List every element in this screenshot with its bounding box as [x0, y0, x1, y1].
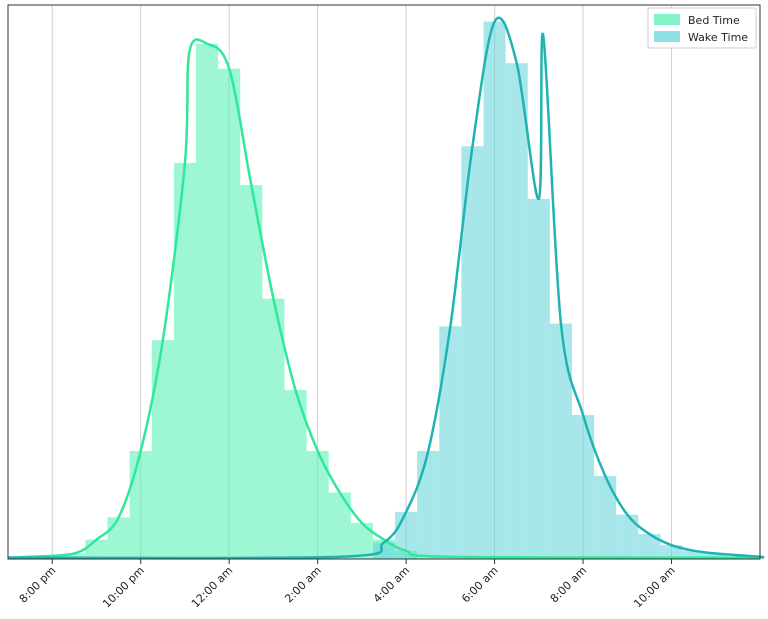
histogram-bar	[682, 550, 705, 559]
histogram-bar	[527, 198, 550, 559]
histogram-bar	[350, 522, 373, 559]
histogram-bar	[660, 545, 683, 559]
legend-swatch-bed-time	[654, 14, 680, 25]
histogram-bar	[638, 534, 661, 559]
histogram-bar	[505, 63, 528, 560]
histogram-bar	[129, 450, 152, 559]
histogram-bar	[439, 326, 462, 559]
histogram-bar	[417, 450, 440, 559]
histogram-bar	[173, 162, 196, 559]
histogram-bar	[85, 539, 108, 559]
legend: Bed Time Wake Time	[647, 7, 757, 49]
histogram-bars	[63, 21, 727, 560]
histogram-bar	[306, 450, 329, 559]
histogram-bar	[704, 553, 727, 559]
density-curve-wake-time	[7, 16, 765, 560]
legend-label-bed-time: Bed Time	[688, 14, 740, 27]
density-curves	[7, 16, 765, 560]
histogram-bar	[284, 390, 307, 559]
histogram-bar	[196, 43, 219, 559]
legend-label-wake-time: Wake Time	[688, 31, 748, 44]
legend-swatch-wake-time	[654, 31, 680, 42]
histogram-bar	[151, 340, 174, 559]
histogram-bar	[616, 514, 639, 559]
histogram-bar	[63, 553, 86, 559]
plot-frame	[7, 4, 761, 560]
histogram-bar	[549, 323, 572, 559]
histogram-bar	[262, 298, 285, 559]
histogram-bar	[483, 21, 506, 560]
histogram-bar	[240, 185, 263, 560]
histogram-bar	[218, 68, 241, 560]
histogram-bar	[594, 475, 617, 559]
histogram-bar	[572, 414, 595, 559]
density-curve-bed-time	[7, 38, 761, 559]
histogram-bar	[107, 517, 130, 559]
histogram-bar	[372, 542, 396, 559]
histogram-bar	[328, 492, 351, 559]
histogram-bar	[461, 146, 484, 559]
